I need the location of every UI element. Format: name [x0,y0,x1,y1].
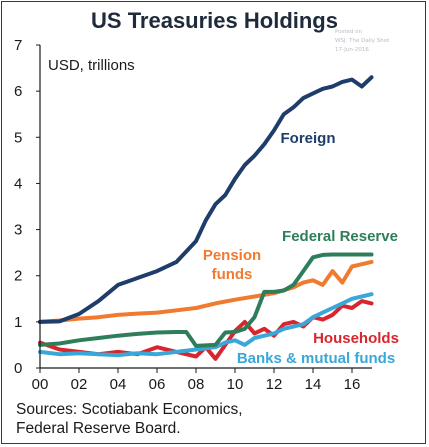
series-line-federal-reserve [38,252,374,348]
series-line-pension-funds [38,259,374,324]
x-tick-label: 14 [305,376,322,393]
series-label-pension-funds: Pension [203,247,261,264]
series-label-foreign: Foreign [281,130,336,147]
x-tick-label: 06 [149,376,166,393]
y-axis-unit-label: USD, trillions [48,57,135,74]
source-note: Sources: Scotiabank Economics, Federal R… [16,400,243,438]
source-line: Sources: Scotiabank Economics, [16,401,243,418]
series-line-banks-mutual-funds [38,292,374,358]
x-tick-label: 08 [188,376,205,393]
watermark: Posted on WSJ: The Daily Shot 17-Jun-201… [335,28,425,55]
y-tick-label: 3 [14,222,22,239]
y-tick-label: 4 [14,175,22,192]
series-label-banks-mutual-funds: Banks & mutual funds [237,350,395,367]
x-tick-label: 10 [227,376,244,393]
y-tick-label: 0 [14,360,22,377]
y-tick-label: 7 [14,37,22,54]
watermark-line: WSJ: The Daily Shot [335,38,390,44]
y-tick-label: 2 [14,268,22,285]
x-tick-label: 12 [266,376,283,393]
x-tick-label: 04 [110,376,127,393]
watermark-line: Posted on [335,29,362,35]
y-tick-label: 5 [14,129,22,146]
source-line: Federal Reserve Board. [16,420,181,437]
chart-title: US Treasuries Holdings [91,8,338,33]
series-label-pension-funds: funds [212,266,253,283]
y-tick-label: 6 [14,83,22,100]
series-line-foreign [38,75,374,324]
series-label-households: Households [313,330,399,347]
x-tick-label: 02 [71,376,88,393]
series-label-federal-reserve: Federal Reserve [282,228,398,245]
watermark-line: 17-Jun-2016 [335,47,369,53]
x-tick-label: 16 [344,376,361,393]
y-tick-label: 1 [14,314,22,331]
x-tick-label: 00 [32,376,49,393]
